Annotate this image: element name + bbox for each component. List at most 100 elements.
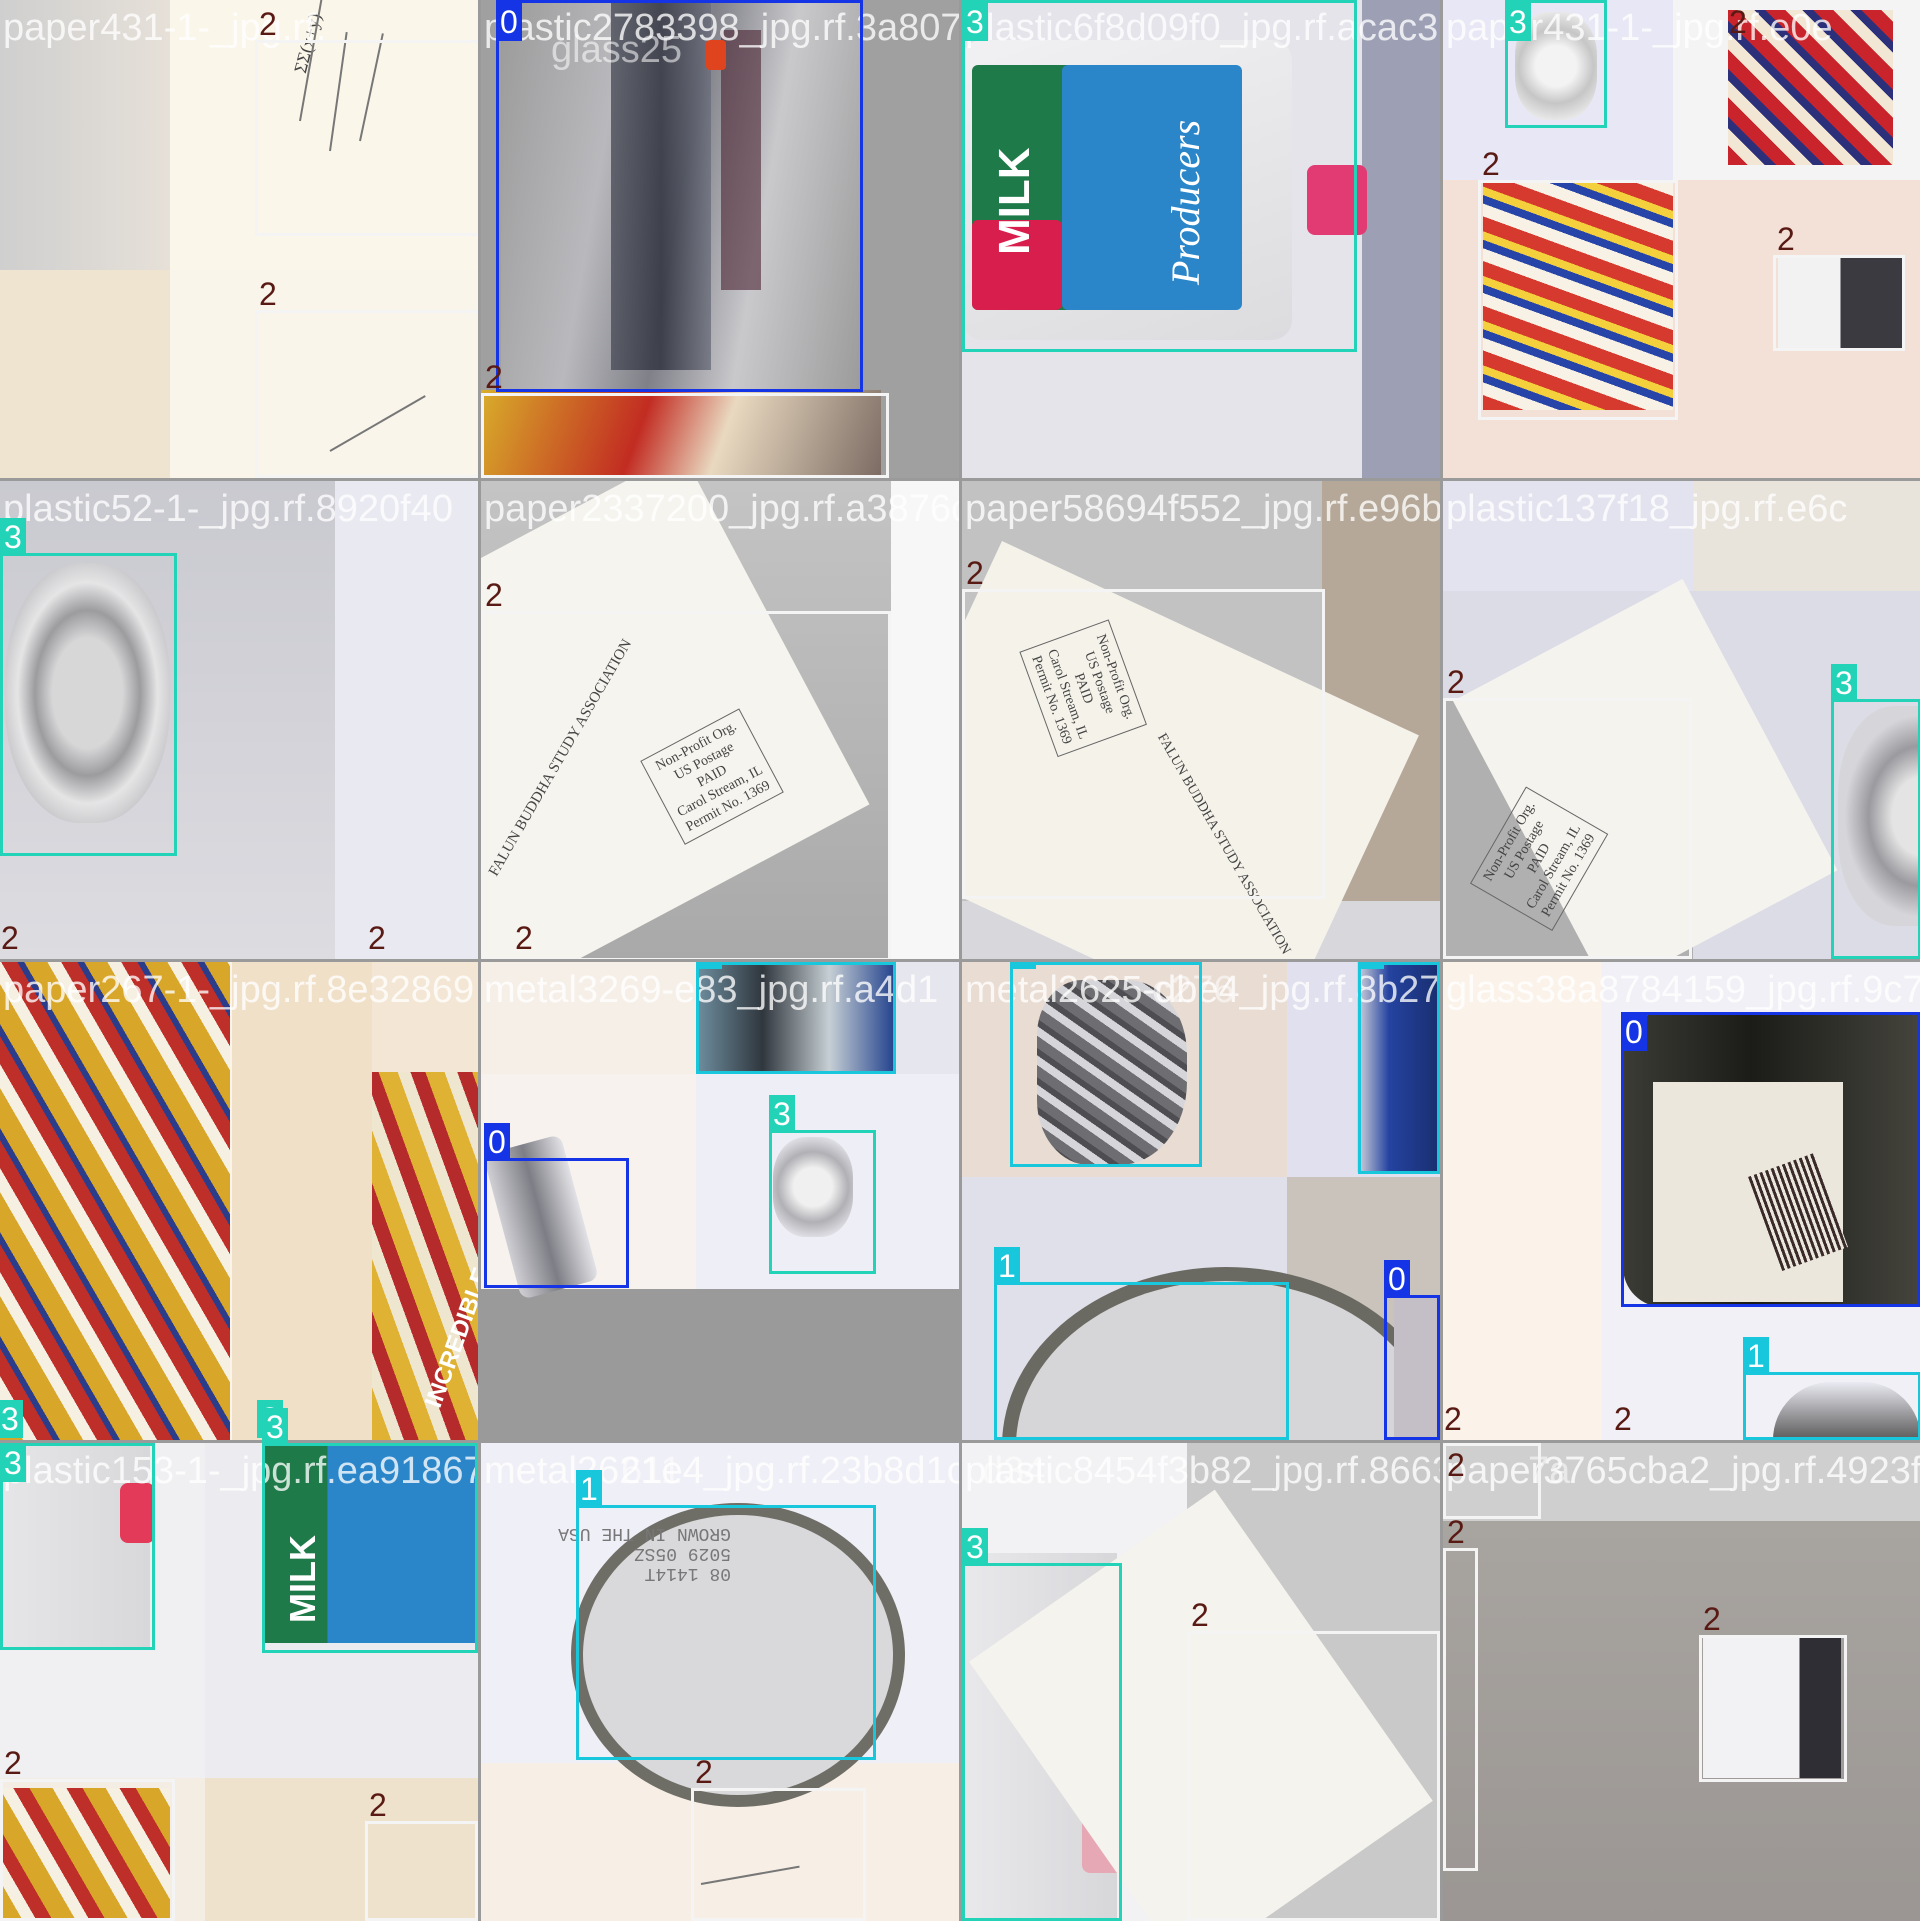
bbox-class-2[interactable]: 2 [1478, 146, 1678, 420]
tile-6: Non-Profit Org. US Postage PAID Carol Strea… [481, 481, 959, 959]
bbox-label: 2 [1614, 1401, 1632, 1437]
bbox-label: 2 [485, 577, 503, 613]
bbox-class-2[interactable]: 2 [691, 1754, 866, 1921]
bbox-class-3[interactable]: 3 [0, 1443, 155, 1650]
bbox-class-3[interactable]: 3 [0, 518, 177, 856]
bbox-class-3[interactable]: 3 [257, 1400, 478, 1440]
bbox-label: 1 [696, 962, 722, 969]
bbox-label: 3 [962, 1528, 988, 1566]
bbox-class-3[interactable]: 3 [962, 1528, 1122, 1921]
tile-1: ΣΣ(x+y) paper431-1-_jpg.rf. 2 2 [0, 0, 478, 478]
bbox-class-2[interactable]: 2 [1443, 1443, 1541, 1519]
bbox-class-1[interactable]: 1 [576, 1470, 876, 1760]
bbox-label: 0 [484, 1123, 510, 1161]
bbox-class-0[interactable]: 0 [496, 0, 863, 392]
tile-16: paper3765cba2_jpg.rf.4923fba1 7a 2 2 2 [1443, 1443, 1920, 1921]
bbox-class-2[interactable]: 2 [481, 359, 889, 478]
bbox-label: 2 [1703, 1601, 1721, 1637]
bbox-class-3[interactable]: 3 [1831, 664, 1920, 959]
bbox-label: 1 [1010, 962, 1036, 969]
tile-4: paper431-1-_jpg.rf.e0e 3 2 2 2 [1443, 0, 1920, 478]
bbox-label: 3 [0, 1444, 26, 1482]
flyer-image [0, 1788, 170, 1921]
bbox-label: 2 [368, 920, 386, 956]
bbox-class-2[interactable]: 2 [481, 577, 891, 959]
plastic-lid-image [5, 563, 170, 823]
bbox-label: 3 [769, 1095, 795, 1133]
flyer-image [1483, 180, 1673, 410]
flyer-image [1728, 10, 1893, 165]
bbox-label: 2 [1191, 1597, 1209, 1633]
bbox-class-0[interactable]: 0 [484, 1123, 629, 1288]
bbox-class-1[interactable]: 1 [994, 1247, 1289, 1440]
bbox-label: 2 [695, 1754, 713, 1790]
bbox-label: 0 [1621, 1013, 1647, 1051]
tile-7: Non-Profit Org. US Postage PAID Carol Strea… [962, 481, 1440, 959]
bbox-class-2[interactable]: 2 [1699, 1601, 1847, 1782]
bbox-class-3[interactable]: 3 [0, 1400, 230, 1440]
bbox-class-1[interactable]: 1 [696, 962, 896, 1074]
bbox-class-3[interactable]: 3 [962, 0, 1357, 352]
bbox-class-2[interactable]: 2 [481, 920, 681, 959]
bbox-class-2[interactable]: 2 [1443, 664, 1692, 959]
tile-15: plastic8454f3b82_jpg.rf.8663b95 d34 3 2 [962, 1443, 1440, 1921]
bbox-class-0[interactable]: 0 [1621, 1012, 1920, 1307]
milk-jug-image [263, 1443, 478, 1643]
bbox-class-2[interactable]: 2 [962, 555, 1325, 899]
bbox-class-2[interactable]: 2 [255, 6, 478, 236]
bbox-class-2[interactable]: 2 [1613, 1401, 1753, 1440]
bbox-class-1[interactable]: 1 [1010, 962, 1202, 1167]
metal-can-image [1357, 962, 1437, 1172]
flyer-image [0, 962, 230, 1440]
bbox-class-1[interactable]: 1 [1358, 962, 1440, 1174]
bbox-label: 3 [1831, 664, 1857, 702]
bbox-label: 0 [496, 3, 522, 41]
bbox-class-2[interactable]: 2 [0, 920, 335, 959]
metal-can-image [696, 962, 896, 1072]
bbox-label: 1 [576, 1470, 602, 1508]
box-image [1703, 1638, 1841, 1778]
bbox-label: 3 [962, 3, 988, 41]
bbox-class-3[interactable]: 3 [1505, 0, 1607, 128]
tile-12: glass38a8784159_jpg.rf.9c76b12 0 1 2 2 [1443, 962, 1920, 1440]
tile-11: metal2625-dbe4_jpg.rf.8b27 c276 1 1 1 0 [962, 962, 1440, 1440]
bbox-label: 3 [1505, 3, 1531, 41]
bbox-label: 2 [259, 6, 277, 42]
bbox-label: 2 [1482, 146, 1500, 182]
plastic-lid-image [1838, 706, 1920, 926]
tile-9: INCREDIBLE paper267-1-_jpg.rf.8e32869 3 … [0, 962, 478, 1440]
tile-14: 08 1414T 5029 05SZ GROWN IN THE USA metal2… [481, 1443, 959, 1921]
bbox-class-2[interactable]: 2 [255, 276, 478, 478]
bbox-label: 3 [0, 518, 26, 556]
flyer-image [372, 1072, 478, 1440]
bbox-label: 2 [1777, 221, 1795, 257]
bbox-label: 3 [0, 1400, 23, 1438]
bbox-class-2[interactable]: 2 [1443, 1514, 1478, 1871]
bbox-class-2[interactable]: 2 [367, 920, 478, 959]
bbox-class-2[interactable]: 2 [0, 1745, 175, 1921]
foil-ball-image [1037, 980, 1187, 1165]
bbox-class-1[interactable]: 1 [1743, 1337, 1920, 1440]
bbox-label: 3 [262, 1408, 288, 1446]
bbox-label: 2 [1, 920, 19, 956]
bbox-class-2[interactable]: 2 [1773, 221, 1905, 351]
bbox-class-2[interactable]: 2 [1187, 1597, 1440, 1921]
tile-3: MILK Producers plastic6f8d09f0_jpg.rf.ac… [962, 0, 1440, 478]
bbox-label: 2 [966, 555, 984, 591]
bbox-label: 2 [1447, 664, 1465, 700]
bbox-class-3[interactable]: 3 [769, 1095, 876, 1274]
bbox-class-3[interactable]: 3 [262, 1408, 478, 1653]
bbox-label: 2 [485, 359, 503, 395]
bbox-class-2[interactable]: 2 [1725, 0, 1920, 178]
bbox-label: 1 [1358, 962, 1384, 969]
box-image [1778, 258, 1903, 348]
bbox-class-2[interactable]: 2 [1443, 1401, 1563, 1440]
bbox-label: 1 [1743, 1337, 1769, 1375]
bbox-class-2[interactable]: 2 [365, 1787, 478, 1921]
bbox-class-0[interactable]: 0 [1384, 1260, 1440, 1440]
bbox-label: 2 [1729, 4, 1747, 40]
plastic-lid-image [773, 1137, 853, 1237]
bbox-label: 2 [4, 1745, 22, 1781]
bbox-label: 2 [1447, 1514, 1465, 1550]
